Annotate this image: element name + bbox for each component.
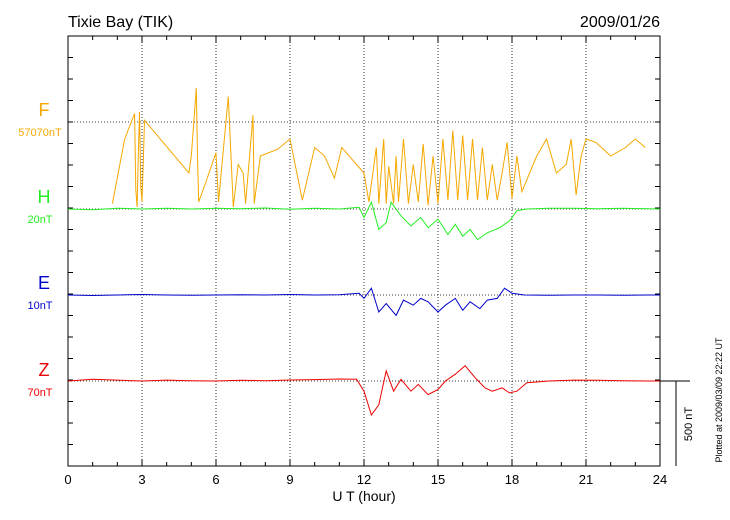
x-tick-label-12: 12 [357, 472, 371, 487]
series-offset-z: 70nT [27, 387, 52, 399]
series-line-e [67, 287, 660, 317]
series-line-f [111, 87, 646, 208]
axis-ticks [67, 36, 661, 466]
plot-frame [67, 35, 661, 467]
date-label: 2009/01/26 [580, 14, 660, 31]
x-tick-labels: 0 3 6 9 12 15 18 21 24 [64, 472, 667, 487]
x-tick-label-3: 3 [138, 472, 145, 487]
x-tick-label-9: 9 [286, 472, 293, 487]
x-tick-label-6: 6 [212, 472, 219, 487]
scale-bar: 500 nT [660, 380, 695, 466]
series-lines [67, 87, 661, 417]
x-tick-label-0: 0 [64, 472, 71, 487]
series-offset-h: 20nT [27, 214, 52, 226]
series-name-h: H [38, 187, 51, 207]
x-tick-label-24: 24 [653, 472, 667, 487]
vertical-gridlines [141, 36, 587, 466]
series-offset-e: 10nT [27, 300, 52, 312]
series-labels: F 57070nT H 20nT E 10nT Z 70nT [18, 100, 62, 399]
x-tick-label-21: 21 [579, 472, 593, 487]
series-line-z [67, 364, 660, 417]
series-name-z: Z [39, 360, 50, 380]
x-axis-label: U T (hour) [332, 488, 395, 504]
series-name-f: F [39, 100, 50, 120]
scale-bar-label: 500 nT [683, 407, 695, 442]
plotted-note: Plotted at 2009/03/09 22:22 UT [714, 337, 724, 463]
series-offset-f: 57070nT [18, 127, 62, 139]
station-title: Tixie Bay (TIK) [68, 14, 173, 31]
series-line-h [67, 200, 661, 241]
x-tick-label-18: 18 [505, 472, 519, 487]
series-name-e: E [38, 273, 50, 293]
x-tick-label-15: 15 [431, 472, 445, 487]
